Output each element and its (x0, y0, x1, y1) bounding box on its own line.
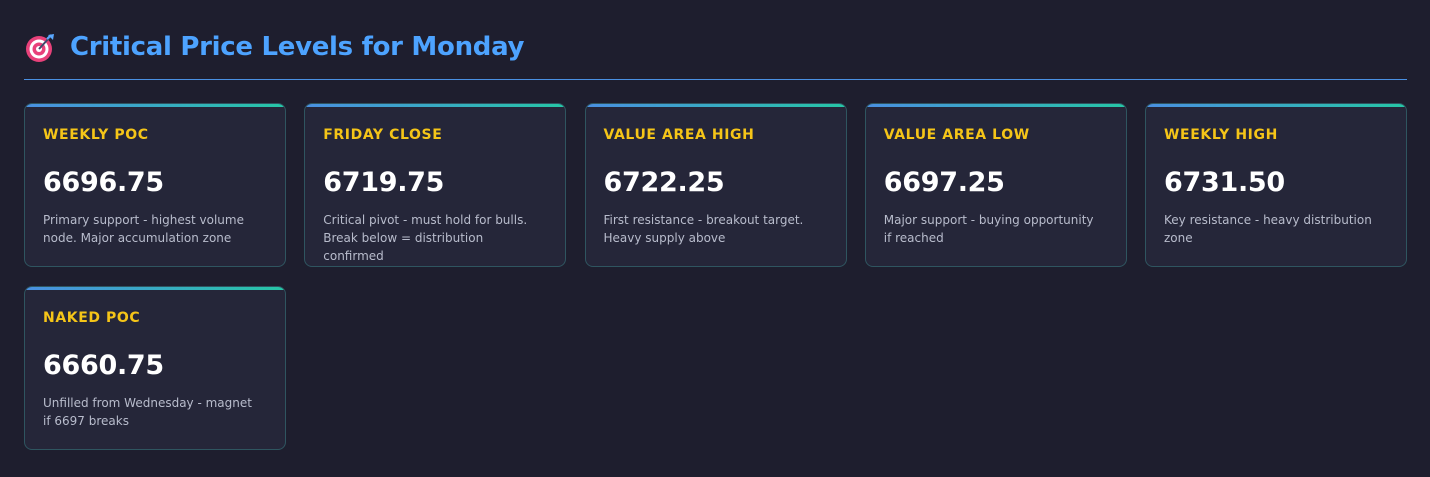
level-value: 6696.75 (43, 167, 164, 198)
level-description: Unfilled from Wednesday - magnet if 6697… (43, 396, 252, 428)
level-value: 6722.25 (603, 167, 725, 198)
level-card-value-area-low: VALUE AREA LOW 6697.25 Major support - b… (864, 103, 1127, 267)
page-title: Critical Price Levels for Monday (70, 32, 525, 62)
level-value: 6731.50 (1164, 167, 1285, 198)
level-card-weekly-poc: WEEKLY POC 6696.75 Primary support - hig… (24, 103, 286, 267)
level-description: Critical pivot - must hold for bulls. Br… (323, 213, 528, 263)
level-description: Major support - buying opportunity if re… (883, 213, 1094, 245)
level-label: WEEKLY HIGH (1164, 127, 1278, 143)
level-description: Primary support - highest volume node. M… (43, 213, 244, 245)
level-value: 6697.25 (883, 167, 1005, 198)
level-value: 6719.75 (323, 167, 445, 198)
level-description: Key resistance - heavy distribution zone (1164, 213, 1372, 245)
level-label: VALUE AREA LOW (883, 127, 1030, 143)
level-label: NAKED POC (43, 310, 141, 326)
level-label: WEEKLY POC (43, 127, 149, 143)
target-dart-icon (24, 32, 56, 64)
level-card-weekly-high: WEEKLY HIGH 6731.50 Key resistance - hea… (1145, 103, 1407, 267)
section-header: Critical Price Levels for Monday (24, 28, 1407, 80)
level-card-naked-poc: NAKED POC 6660.75 Unfilled from Wednesda… (24, 286, 286, 450)
levels-grid: WEEKLY POC 6696.75 Primary support - hig… (24, 103, 1407, 450)
level-card-friday-close: FRIDAY CLOSE 6719.75 Critical pivot - mu… (304, 103, 567, 267)
level-value: 6660.75 (43, 350, 164, 381)
level-card-value-area-high: VALUE AREA HIGH 6722.25 First resistance… (584, 103, 847, 267)
level-label: VALUE AREA HIGH (603, 127, 755, 143)
level-description: First resistance - breakout target. Heav… (603, 213, 804, 245)
level-label: FRIDAY CLOSE (323, 127, 443, 143)
